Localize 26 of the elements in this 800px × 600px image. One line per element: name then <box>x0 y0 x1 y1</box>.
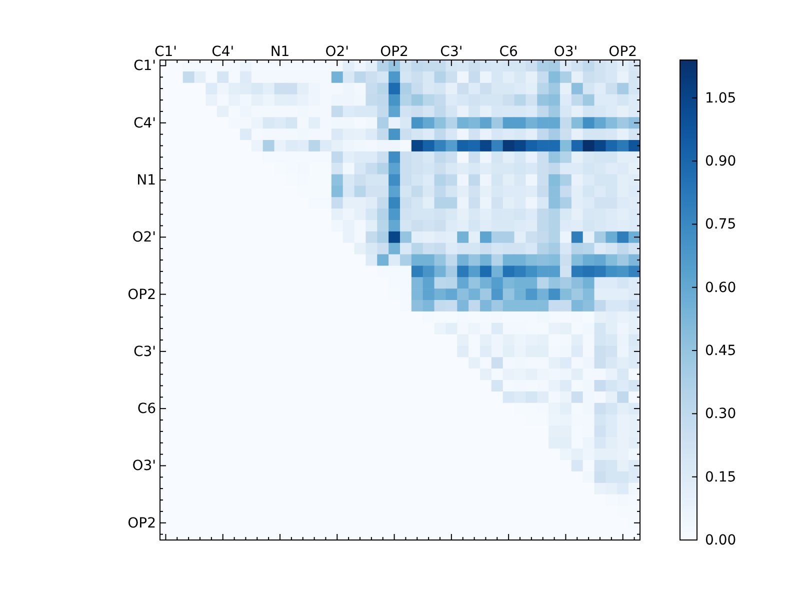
x-tick-label: O3' <box>554 44 578 60</box>
y-tick-label: O2' <box>132 230 156 246</box>
x-tick-label: C3' <box>440 44 463 60</box>
color-bar-label: 1.05 <box>705 90 736 106</box>
x-tick-label: C6 <box>499 44 518 60</box>
color-bar-label: 0.15 <box>705 469 736 486</box>
color-bar-label: 0.75 <box>705 216 736 233</box>
y-tick-label: N1 <box>136 172 156 188</box>
color-bar-label: 0.45 <box>705 343 736 360</box>
x-tick-label: O2' <box>325 44 350 60</box>
y-tick-label: C1' <box>133 58 156 74</box>
x-tick-label: OP2 <box>380 44 408 60</box>
color-bar-label: 0.00 <box>705 532 736 548</box>
y-tick-label: OP2 <box>128 515 156 532</box>
y-tick-label: C4' <box>133 115 156 132</box>
x-tick-label: OP2 <box>608 44 638 60</box>
y-tick-label: C6 <box>137 401 156 418</box>
x-tick-label: N1 <box>270 44 290 60</box>
x-tick-label: C1' <box>154 44 177 60</box>
color-bar-label: 0.60 <box>705 280 736 296</box>
y-tick-label: O3' <box>132 458 156 474</box>
y-tick-label: OP2 <box>128 286 156 303</box>
color-bar-label: 0.30 <box>705 406 736 422</box>
y-tick-label: C3' <box>133 344 156 360</box>
x-tick-label: C4' <box>212 44 234 60</box>
color-bar-label: 0.90 <box>705 154 736 170</box>
